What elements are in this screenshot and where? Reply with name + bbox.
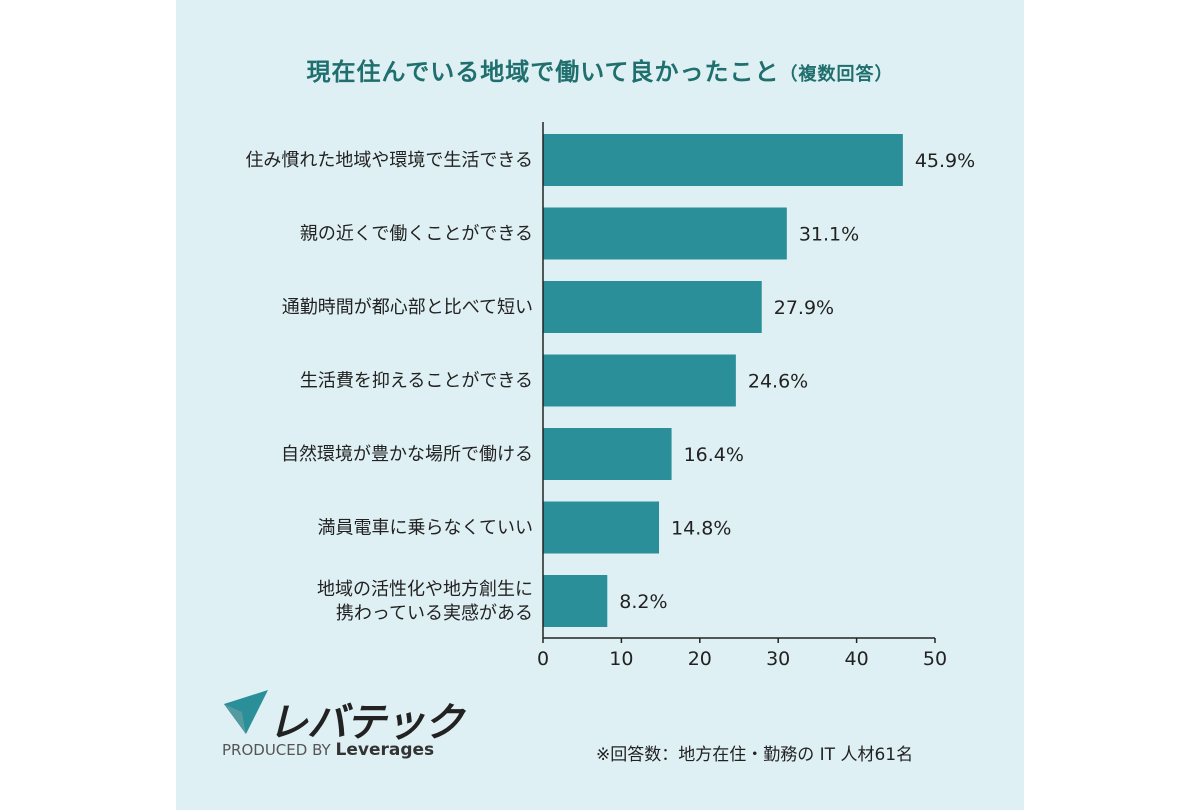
category-label-6: 満員電車に乗らなくていい — [318, 518, 533, 539]
value-label-1: 45.9% — [915, 150, 975, 172]
bar-5 — [543, 428, 672, 480]
category-label-7-line-2: 携わっている実感がある — [336, 603, 533, 624]
bar-7 — [543, 575, 608, 627]
x-tick-label-50: 50 — [923, 648, 947, 670]
produced-by-label: PRODUCED BY — [222, 741, 331, 759]
category-label-2: 親の近くで働くことができる — [300, 224, 533, 245]
bar-3 — [543, 281, 762, 333]
category-label-7-line-1: 地域の活性化や地方創生に — [317, 579, 533, 600]
value-label-6: 14.8% — [671, 518, 731, 540]
bar-chart: 45.9% 住み慣れた地域や環境で生活できる 31.1% 親の近くで働くことができる 2… — [245, 122, 975, 670]
category-label-1: 住み慣れた地域や環境で生活できる — [245, 150, 533, 171]
x-tick-label-40: 40 — [845, 648, 869, 670]
value-label-3: 27.9% — [774, 297, 834, 319]
bar-6 — [543, 501, 660, 554]
category-label-4: 生活費を抑えることができる — [300, 371, 533, 392]
x-tick-label-0: 0 — [537, 648, 549, 670]
value-label-2: 31.1% — [799, 224, 859, 246]
x-tick-label-30: 30 — [766, 648, 790, 670]
category-label-5: 自然環境が豊かな場所で働ける — [281, 444, 533, 465]
bar-2 — [543, 207, 787, 260]
produced-by: PRODUCED BY Leverages — [222, 740, 434, 760]
bar-4 — [543, 354, 736, 407]
chart-title: 現在住んでいる地域で働いて良かったこと（複数回答） — [176, 52, 1024, 87]
title-sub: （複数回答） — [779, 64, 894, 85]
levtech-logo-icon — [224, 690, 268, 734]
value-label-4: 24.6% — [748, 371, 808, 393]
title-main: 現在住んでいる地域で働いて良かったこと — [306, 58, 780, 86]
value-label-7: 8.2% — [619, 591, 667, 613]
respondent-note: ※回答数：地方在住・勤務の IT 人材61名 — [596, 745, 914, 765]
produced-brand: Leverages — [335, 740, 435, 760]
x-tick-label-10: 10 — [609, 648, 633, 670]
category-label-3: 通勤時間が都心部と比べて短い — [282, 297, 533, 318]
x-tick-label-20: 20 — [688, 648, 712, 670]
logo-text: レバテック — [268, 700, 464, 746]
bar-1 — [543, 134, 903, 186]
value-label-5: 16.4% — [684, 444, 744, 466]
